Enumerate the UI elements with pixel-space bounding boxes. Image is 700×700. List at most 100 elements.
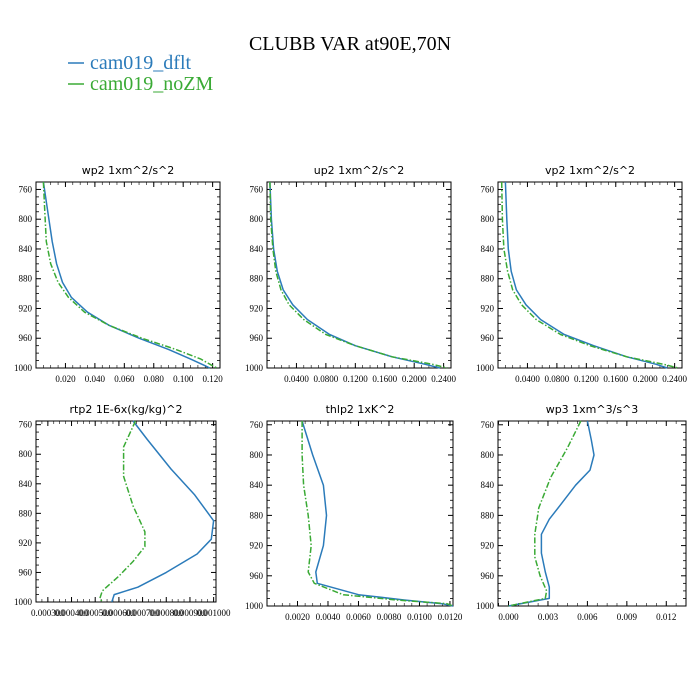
legend-label-dflt: cam019_dflt [90, 52, 192, 74]
x-tick-label: 0.120 [203, 374, 224, 384]
x-tick-label: 0.2000 [402, 374, 427, 384]
plot-frame [497, 420, 687, 607]
plot-frame [35, 181, 221, 369]
y-tick-label: 760 [481, 420, 495, 430]
y-tick-label: 840 [19, 479, 33, 489]
y-tick-label: 880 [481, 510, 495, 520]
y-tick-label: 920 [250, 303, 264, 313]
x-tick-label: 0.009 [617, 612, 638, 622]
x-tick-label: 0.0400 [515, 374, 540, 384]
x-tick-label: 0.0020 [285, 612, 310, 622]
series-line-cam019-nozm [269, 181, 448, 369]
y-tick-label: 1000 [14, 363, 33, 373]
y-tick-label: 880 [250, 274, 264, 284]
x-tick-label: 0.2000 [633, 374, 658, 384]
y-tick-label: 1000 [245, 601, 264, 611]
y-tick-label: 800 [481, 214, 495, 224]
series-line-cam019-dflt [508, 420, 595, 607]
x-tick-label: 0.000700 [126, 608, 160, 618]
plot-frame [497, 181, 683, 369]
y-tick-label: 800 [19, 449, 33, 459]
y-tick-label: 760 [250, 420, 264, 430]
panel-title: vp2 1xm^2/s^2 [545, 164, 635, 177]
y-tick-label: 800 [481, 450, 495, 460]
plot-frame [266, 181, 452, 369]
x-tick-label: 0.000800 [149, 608, 183, 618]
series-line-cam019-nozm [500, 181, 679, 369]
y-tick-label: 880 [250, 510, 264, 520]
y-tick-label: 1000 [14, 597, 33, 607]
legend: cam019_dflt cam019_noZM [68, 52, 214, 95]
x-tick-label: 0.040 [85, 374, 106, 384]
y-tick-label: 840 [481, 244, 495, 254]
y-tick-label: 1000 [245, 363, 264, 373]
panel-title: up2 1xm^2/s^2 [314, 164, 405, 177]
plot-frame [266, 420, 454, 607]
x-tick-label: 0.080 [144, 374, 165, 384]
y-tick-label: 800 [250, 450, 264, 460]
series-line-cam019-nozm [42, 181, 218, 369]
x-tick-label: 0.000 [498, 612, 519, 622]
series-line-cam019-dflt [111, 420, 215, 603]
x-tick-label: 0.006 [577, 612, 598, 622]
x-tick-label: 0.0400 [284, 374, 309, 384]
x-tick-label: 0.1200 [343, 374, 368, 384]
y-tick-label: 1000 [476, 363, 495, 373]
x-tick-label: 0.2400 [662, 374, 687, 384]
y-tick-label: 960 [250, 571, 264, 581]
figure-title: CLUBB VAR at90E,70N [249, 33, 451, 55]
x-tick-label: 0.000400 [55, 608, 89, 618]
y-tick-label: 960 [19, 333, 33, 343]
x-tick-label: 0.001000 [197, 608, 231, 618]
panel-title: wp3 1xm^3/s^3 [546, 403, 639, 416]
y-tick-label: 760 [481, 184, 495, 194]
panel-title: rtp2 1E-6x(kg/kg)^2 [70, 403, 183, 416]
plot-frame [35, 420, 217, 603]
y-tick-label: 800 [19, 214, 33, 224]
y-tick-label: 840 [481, 480, 495, 490]
series-line-cam019-dflt [301, 420, 454, 607]
x-tick-label: 0.012 [656, 612, 676, 622]
y-tick-label: 840 [19, 244, 33, 254]
x-tick-label: 0.1600 [372, 374, 397, 384]
y-tick-label: 960 [481, 333, 495, 343]
chart-panel-4: rtp2 1E-6x(kg/kg)^2 760 800 840 880 920 960 100… [14, 403, 231, 618]
y-tick-label: 920 [481, 541, 495, 551]
y-tick-label: 960 [481, 571, 495, 581]
x-tick-label: 0.0800 [545, 374, 570, 384]
series-line-cam019-nozm [301, 421, 454, 607]
y-tick-label: 920 [250, 541, 264, 551]
y-tick-label: 960 [19, 567, 33, 577]
y-tick-label: 840 [250, 244, 264, 254]
y-tick-label: 960 [250, 333, 264, 343]
legend-label-nozm: cam019_noZM [90, 73, 214, 95]
x-tick-label: 0.000600 [102, 608, 136, 618]
y-tick-label: 920 [19, 538, 33, 548]
chart-panel-6: wp3 1xm^3/s^3 760 800 840 880 920 960 10000.000… [476, 403, 687, 622]
series-line-cam019-nozm [508, 420, 582, 607]
x-tick-label: 0.1600 [603, 374, 628, 384]
chart-panel-2: up2 1xm^2/s^2 760 800 840 880 920 960 1000 0.040… [245, 164, 457, 384]
y-tick-label: 1000 [476, 601, 495, 611]
x-tick-label: 0.0800 [314, 374, 339, 384]
chart-panel-5: thlp2 1xK^2 760 800 840 880 920 960 1000 0.0020 0… [245, 403, 463, 622]
y-tick-label: 760 [19, 184, 33, 194]
y-tick-label: 760 [250, 184, 264, 194]
y-tick-label: 840 [250, 480, 264, 490]
series-line-cam019-nozm [99, 420, 146, 603]
y-tick-label: 880 [481, 274, 495, 284]
x-tick-label: 0.003 [538, 612, 559, 622]
x-tick-label: 0.1200 [574, 374, 599, 384]
y-tick-label: 880 [19, 508, 33, 518]
x-tick-label: 0.100 [173, 374, 194, 384]
panels: wp2 1xm^2/s^2 760 800 840 880 920 960 1000 0.020… [14, 164, 688, 622]
x-tick-label: 0.0120 [438, 612, 463, 622]
series-line-cam019-dflt [42, 181, 211, 369]
y-tick-label: 800 [250, 214, 264, 224]
x-tick-label: 0.0100 [407, 612, 432, 622]
y-tick-label: 920 [481, 303, 495, 313]
chart-panel-3: vp2 1xm^2/s^2 760 800 840 880 920 960 1000 0.040… [476, 164, 688, 384]
x-tick-label: 0.000300 [31, 608, 65, 618]
x-tick-label: 0.020 [55, 374, 76, 384]
